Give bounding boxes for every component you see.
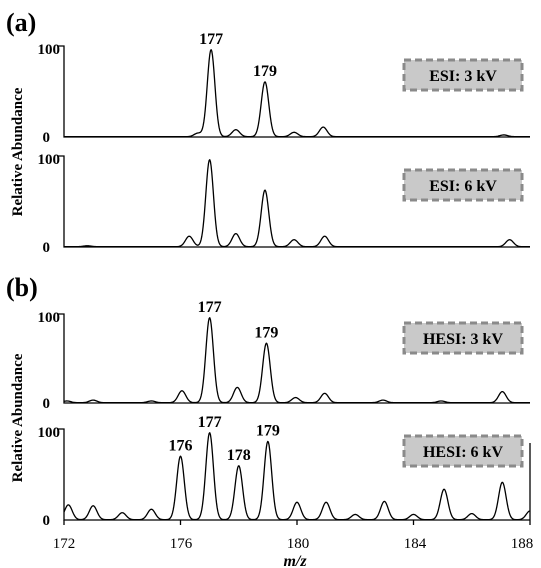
condition-label: HESI: 3 kV: [423, 331, 503, 348]
axis-line: [58, 313, 530, 404]
condition-box: HESI: 3 kV: [402, 321, 524, 355]
spectrum-panel: 100 0 177 179 HESI: 3 kV: [38, 299, 530, 412]
y-tick-label: 0: [43, 130, 51, 146]
x-tick-label: 172: [53, 536, 76, 552]
spectrum-trace: [64, 49, 530, 138]
x-axis-label: m/z: [283, 553, 307, 568]
y-axis-label-a: Relative Abundance: [10, 87, 26, 216]
axis-line: [58, 155, 530, 248]
panel-label-b: (b): [6, 273, 38, 302]
axis-line: [58, 45, 530, 138]
y-tick-label: 0: [43, 240, 51, 256]
condition-box: ESI: 3 kV: [402, 58, 524, 92]
y-tick-label: 100: [38, 310, 61, 326]
condition-label: ESI: 6 kV: [429, 178, 497, 195]
condition-box: ESI: 6 kV: [402, 168, 524, 202]
y-axis-label-b: Relative Abundance: [10, 353, 26, 482]
spectrum-trace: [64, 159, 530, 248]
condition-box-frame: [402, 321, 524, 355]
y-tick-label: 100: [38, 42, 61, 58]
peak-label: 179: [253, 63, 277, 80]
peak-label: 176: [169, 438, 193, 455]
spectrum-panel: 100 0 177 179 ESI: 3 kV: [38, 31, 530, 146]
x-tick-label: 188: [511, 536, 534, 552]
peak-label: 177: [199, 31, 223, 48]
peak-label: 177: [198, 299, 222, 316]
condition-label: HESI: 6 kV: [423, 444, 503, 461]
y-tick-label: 0: [43, 396, 51, 412]
peak-label: 178: [227, 447, 251, 464]
x-tick-label: 180: [287, 536, 310, 552]
peak-label: 179: [254, 325, 278, 342]
spectrum-panel: 100 0 ESI: 6 kV: [38, 152, 530, 256]
peak-label: 179: [256, 423, 280, 440]
y-tick-label: 0: [43, 513, 51, 529]
condition-box-frame: [402, 58, 524, 92]
x-tick-label: 184: [404, 536, 427, 552]
condition-box-frame: [402, 434, 524, 468]
condition-label: ESI: 3 kV: [429, 68, 497, 85]
condition-box-frame: [402, 168, 524, 202]
panel-label-a: (a): [6, 8, 36, 37]
peak-label: 177: [198, 414, 222, 431]
spectrum-trace: [63, 317, 530, 404]
y-tick-label: 100: [38, 425, 61, 441]
condition-box: HESI: 6 kV: [402, 434, 524, 468]
y-tick-label: 100: [38, 152, 61, 168]
x-tick-label: 176: [170, 536, 193, 552]
spectrum-trace: [63, 432, 531, 521]
spectrum-panel: 100 0 176 177 178 179 HESI: 6 kV: [38, 414, 531, 529]
